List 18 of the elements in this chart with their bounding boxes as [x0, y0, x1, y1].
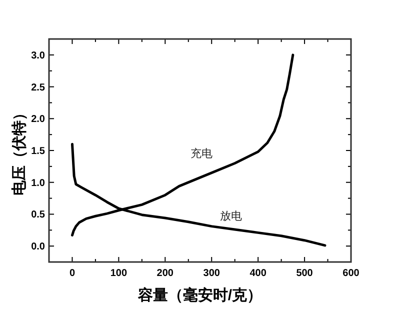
y-tick-label: 1.0 [31, 178, 46, 189]
y-tick-label: 0.0 [31, 242, 46, 253]
y-tick-label: 2.0 [31, 114, 46, 126]
y-tick-label: 0.5 [31, 210, 46, 221]
y-tick-label: 1.5 [31, 146, 46, 157]
x-tick-label: 300 [203, 268, 220, 279]
x-tick-label: 0 [69, 268, 76, 279]
x-tick-label: 600 [342, 268, 360, 279]
x-axis-title: 容量（毫安时/克） [136, 286, 262, 304]
x-tick-label: 400 [250, 268, 267, 279]
series-label: 充电 [190, 146, 213, 160]
y-tick-label: 2.5 [31, 82, 46, 94]
x-tick-label: 500 [296, 268, 314, 279]
x-tick-label: 200 [156, 268, 174, 279]
y-tick-label: 3.0 [31, 50, 46, 62]
y-axis-title: 电压（伏特） [11, 106, 28, 196]
series-label: 放电 [220, 210, 242, 223]
x-tick-label: 100 [110, 268, 128, 279]
